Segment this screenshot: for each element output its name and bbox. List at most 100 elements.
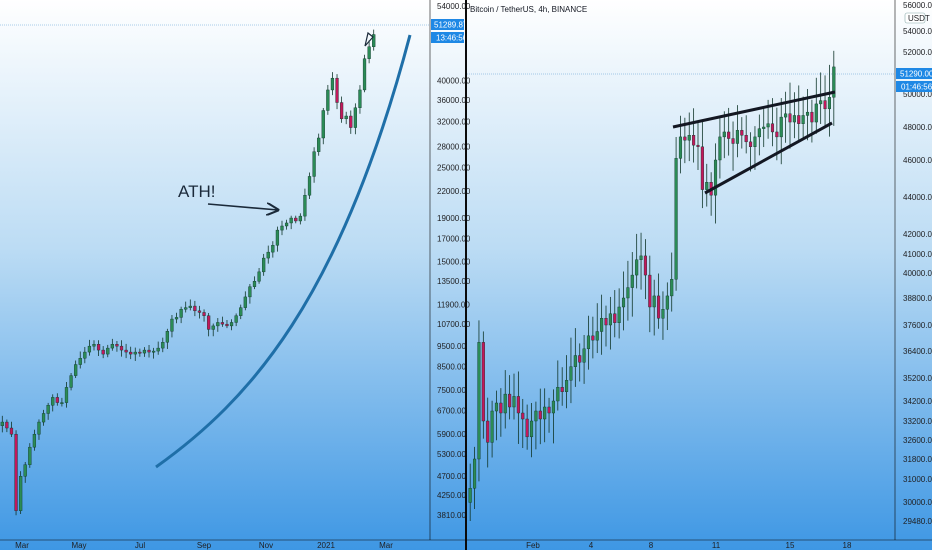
left-y-tick: 17000.00 — [437, 235, 471, 244]
candle-body — [312, 151, 316, 177]
candle-body — [298, 215, 302, 222]
left-x-tick: Sep — [197, 541, 212, 550]
candle-body — [83, 351, 87, 359]
left-price-axis[interactable]: 54000.00 40000.00 36000.00 32000.00 28000.00… — [429, 0, 471, 540]
candle-body — [805, 111, 810, 116]
candle-body — [248, 286, 252, 298]
candle-body — [358, 89, 362, 108]
candle-body — [543, 406, 547, 420]
candle-body — [477, 342, 481, 460]
candle-body — [573, 355, 577, 367]
right-price-badge-text: 51290.00 — [900, 70, 932, 79]
candle-body — [621, 297, 626, 308]
candle-body — [797, 115, 801, 124]
left-price-badge-text: 51289.87 — [434, 21, 468, 30]
currency-badge[interactable] — [904, 12, 926, 24]
candle-body — [326, 89, 330, 111]
candle-body — [670, 279, 674, 297]
candle-body — [516, 396, 520, 414]
candle-body — [23, 464, 27, 477]
candle-body — [657, 295, 661, 319]
candle-body — [512, 396, 516, 408]
right-y-tick: 42000.00 — [903, 230, 932, 239]
candle-body — [810, 111, 814, 123]
right-x-tick: 18 — [843, 541, 852, 550]
candle-body — [239, 307, 243, 316]
right-x-tick: 4 — [589, 541, 594, 550]
candle-body — [687, 135, 691, 141]
candle-body — [184, 307, 188, 310]
left-x-tick: Nov — [259, 541, 273, 550]
candle-body — [179, 309, 183, 318]
candle-body — [156, 347, 160, 352]
candle-body — [832, 66, 836, 98]
candle-body — [106, 347, 110, 355]
left-x-tick: May — [71, 541, 86, 550]
candle-body — [727, 131, 731, 139]
candle-body — [521, 412, 525, 420]
candle-body — [101, 349, 105, 355]
candle-body — [551, 400, 555, 414]
candle-body — [289, 217, 293, 224]
candle-body — [556, 387, 560, 402]
left-y-tick: 25000.00 — [437, 163, 471, 172]
right-chart-title: Bitcoin / TetherUS, 4h, BINANCE — [470, 5, 587, 14]
candle-body — [257, 271, 261, 282]
candle-body — [32, 433, 37, 448]
candle-body — [188, 305, 192, 308]
left-y-tick-labels: 54000.00 40000.00 36000.00 32000.00 28000.00… — [437, 2, 471, 520]
left-x-tick: Jul — [135, 541, 145, 550]
candle-body — [14, 433, 18, 511]
candle-body — [266, 251, 270, 259]
candle-body — [92, 344, 96, 347]
right-candles — [468, 50, 836, 521]
right-y-tick: 41000.00 — [903, 250, 932, 259]
candle-body — [5, 421, 9, 429]
right-x-tick: 11 — [712, 541, 721, 550]
panel-divider[interactable] — [465, 0, 467, 550]
right-price-axis[interactable]: 56000.00 54000.00 52000.00 50000.00 48000.00… — [894, 0, 932, 540]
candle-body — [560, 387, 564, 393]
candle-body — [229, 322, 234, 327]
right-chart-panel[interactable]: Bitcoin / TetherUS, 4h, BINANCE — [467, 5, 895, 521]
candle-body — [124, 349, 128, 353]
candle-body — [197, 310, 202, 313]
left-chart-panel[interactable]: ATH! — [0, 24, 430, 516]
candle-body — [635, 259, 639, 276]
candle-body — [639, 255, 643, 260]
candle-body — [207, 315, 211, 330]
candle-body — [0, 421, 4, 426]
candle-body — [784, 113, 788, 118]
right-y-tick: 30000.00 — [903, 498, 932, 507]
candle-body — [174, 317, 179, 320]
candle-body — [613, 313, 617, 323]
candle-body — [705, 181, 709, 190]
currency-badge-text: USDT — [908, 14, 930, 23]
right-y-tick: 34200.00 — [903, 397, 932, 406]
candle-body — [626, 287, 630, 299]
wedge-lower-trendline — [704, 121, 833, 195]
candle-body — [28, 446, 32, 465]
candle-body — [762, 126, 766, 129]
candle-body — [757, 128, 761, 138]
right-y-tick: 52000.00 — [903, 48, 932, 57]
candle-body — [481, 342, 485, 422]
candle-body — [9, 427, 14, 435]
candle-body — [473, 458, 477, 489]
candle-body — [119, 345, 124, 351]
left-y-tick: 32000.00 — [437, 118, 471, 127]
candle-body — [731, 138, 735, 144]
candle-body — [110, 344, 114, 349]
candle-body — [234, 315, 238, 323]
candle-body — [494, 402, 499, 412]
left-price-badge — [431, 19, 464, 30]
right-x-tick-labels: Feb 4 8 11 15 18 — [526, 541, 852, 550]
candle-body — [193, 305, 197, 312]
right-y-tick: 44000.00 — [903, 193, 932, 202]
candle-body — [630, 274, 634, 288]
candle-body — [321, 110, 325, 139]
candle-body — [115, 344, 119, 347]
candle-body — [78, 358, 82, 365]
candle-body — [303, 194, 307, 217]
candle-body — [353, 107, 357, 128]
